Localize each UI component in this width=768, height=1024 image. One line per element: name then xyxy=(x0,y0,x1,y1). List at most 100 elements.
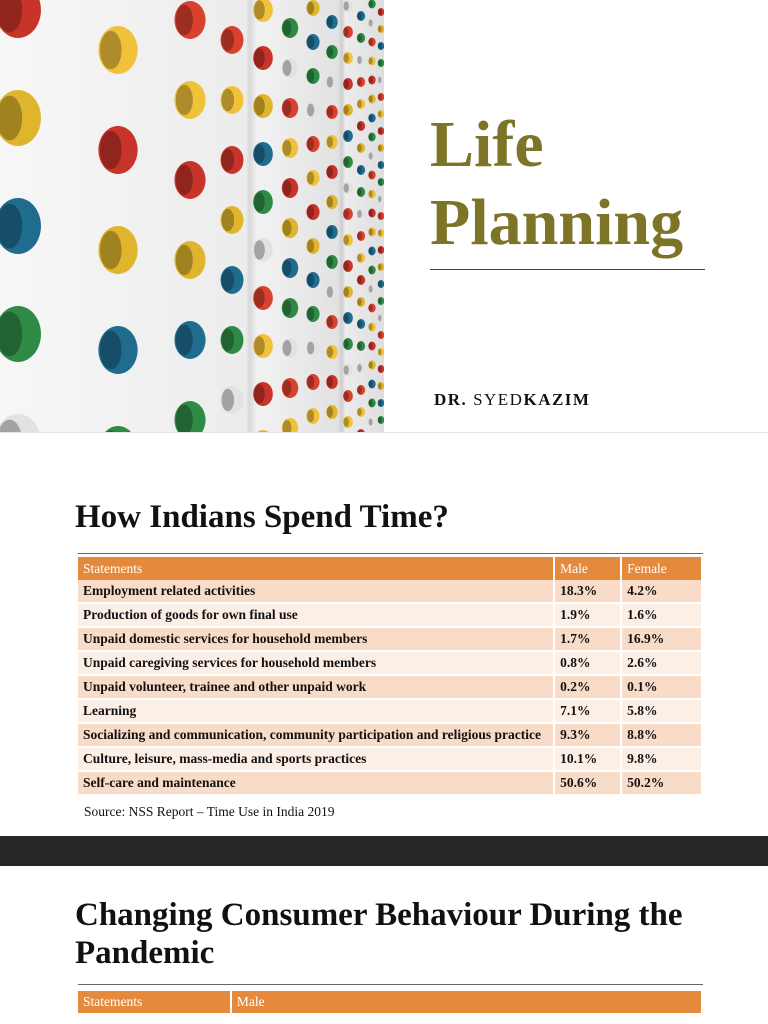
wall-hole-shadow xyxy=(221,148,235,172)
consumer-table: Statements Male xyxy=(78,991,704,1013)
wall-hole xyxy=(377,331,384,339)
wall-hole-shadow xyxy=(378,144,382,152)
wall-hole-shadow xyxy=(368,38,373,46)
wall-hole xyxy=(377,212,384,220)
wall-hole xyxy=(377,297,384,305)
wall-hole-shadow xyxy=(0,95,23,141)
wall-hole xyxy=(356,143,366,153)
wall-hole xyxy=(253,0,273,22)
wall-hole-shadow xyxy=(368,114,373,122)
wall-hole xyxy=(306,102,320,118)
column-header: Statements xyxy=(78,991,232,1013)
wall-hole-shadow xyxy=(357,408,362,416)
wall-hole-shadow xyxy=(378,25,382,33)
wall-hole xyxy=(368,170,376,180)
wall-hole-shadow xyxy=(357,298,362,306)
wall-hole xyxy=(377,195,384,203)
table-row: Unpaid volunteer, trainee and other unpa… xyxy=(78,675,703,700)
wall-hole-shadow xyxy=(254,144,265,164)
wall-hole-shadow xyxy=(100,130,122,170)
table-row: Employment related activities 18.3% 4.2% xyxy=(78,580,703,604)
wall-hole xyxy=(343,52,353,64)
wall-hole xyxy=(356,275,366,285)
wall-hole xyxy=(253,334,273,358)
wall-hole xyxy=(326,225,338,239)
table-header-row: Statements Male Female xyxy=(78,557,703,580)
wall-hole xyxy=(377,93,384,101)
wall-hole-shadow xyxy=(254,384,265,404)
wall-hole xyxy=(326,195,338,209)
column-header: Male xyxy=(554,557,623,580)
wall-hole xyxy=(368,56,376,66)
wall-hole-shadow xyxy=(326,406,334,418)
wall-hole xyxy=(281,338,299,358)
wall-hole-shadow xyxy=(378,348,382,356)
wall-hole-shadow xyxy=(368,171,373,179)
title-line-2: Planning xyxy=(430,186,684,259)
wall-hole-shadow xyxy=(368,247,373,255)
wall-hole-shadow xyxy=(368,19,373,27)
wall-hole-shadow xyxy=(368,380,373,388)
wall-hole-shadow xyxy=(378,93,382,101)
wall-hole-shadow xyxy=(343,1,349,11)
wall-hole xyxy=(306,340,320,356)
time-use-table: Statements Male Female Employment relate… xyxy=(78,557,703,796)
wall-hole xyxy=(368,94,376,104)
wall-hole-shadow xyxy=(368,57,373,65)
wall-hole xyxy=(377,110,384,118)
wall-hole-shadow xyxy=(307,409,315,423)
wall-hole xyxy=(343,156,353,168)
wall-hole-shadow xyxy=(378,331,382,339)
slide-heading: How Indians Spend Time? xyxy=(75,499,449,535)
wall-hole-shadow xyxy=(357,232,362,240)
wall-hole xyxy=(343,104,353,116)
wall-hole-shadow xyxy=(326,166,334,178)
wall-hole xyxy=(306,272,320,288)
wall-hole xyxy=(368,303,376,313)
wall-hole xyxy=(326,315,338,329)
wall-hole xyxy=(220,206,244,234)
table-row: Culture, leisure, mass-media and sports … xyxy=(78,747,703,772)
wall-hole-shadow xyxy=(368,209,373,217)
wall-hole-shadow xyxy=(357,34,362,42)
wall-hole xyxy=(368,417,376,427)
wall-hole xyxy=(343,312,353,324)
title-divider xyxy=(430,269,705,270)
wall-hole xyxy=(253,190,273,214)
wall-hole xyxy=(174,321,206,359)
wall-hole xyxy=(356,165,366,175)
wall-hole-shadow xyxy=(175,84,193,116)
wall-hole-shadow xyxy=(326,376,334,388)
wall-hole-shadow xyxy=(326,16,334,28)
wall-hole xyxy=(343,234,353,246)
wall-hole xyxy=(174,1,206,39)
wall-hole xyxy=(356,385,366,395)
wall-hole xyxy=(281,378,299,398)
wall-hole xyxy=(368,227,376,237)
wall-hole xyxy=(356,55,366,65)
wall-hole xyxy=(306,204,320,220)
wall-hole-shadow xyxy=(307,1,315,15)
title-slide: Life Planning DR. SYEDKAZIM xyxy=(0,0,768,432)
wall-hole-shadow xyxy=(368,361,373,369)
wall-hole-shadow xyxy=(307,35,315,49)
wall-hole xyxy=(253,382,273,406)
wall-hole xyxy=(368,189,376,199)
wall-hole-shadow xyxy=(254,288,265,308)
wall-hole-shadow xyxy=(175,244,193,276)
wall-hole-shadow xyxy=(254,96,265,116)
wall-hole-shadow xyxy=(326,106,334,118)
author-name: DR. SYEDKAZIM xyxy=(434,390,590,410)
wall-hole xyxy=(357,429,365,432)
wall-hole xyxy=(253,238,273,262)
wall-hole-shadow xyxy=(282,220,292,236)
wall-hole-shadow xyxy=(357,166,362,174)
wall-hole-shadow xyxy=(175,4,193,36)
wall-hole xyxy=(356,253,366,263)
wall-hole-shadow xyxy=(357,188,362,196)
wall-hole-shadow xyxy=(368,152,373,160)
slide-separator-band xyxy=(0,836,768,866)
table-row: Learning 7.1% 5.8% xyxy=(78,699,703,724)
wall-hole xyxy=(326,165,338,179)
wall-hole xyxy=(377,42,384,50)
